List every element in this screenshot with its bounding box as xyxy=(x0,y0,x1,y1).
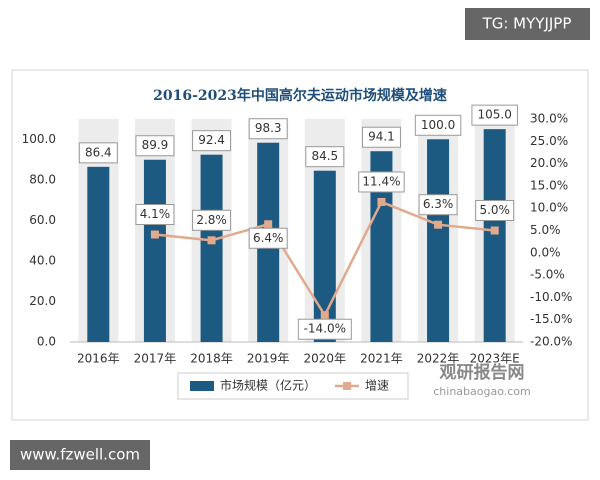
line-value-label: 6.3% xyxy=(423,197,454,211)
bar-value-label-box xyxy=(361,126,401,148)
x-tick-label: 2023年E xyxy=(470,352,520,366)
bar-value-label-box xyxy=(248,118,288,140)
line-value-label-box xyxy=(297,318,352,340)
badge xyxy=(465,8,590,40)
bar xyxy=(370,151,393,342)
line-marker xyxy=(207,236,216,245)
bar-value-label: 105.0 xyxy=(478,108,512,122)
x-tick-label: 2020年 xyxy=(304,352,347,366)
bar-value-label: 89.9 xyxy=(142,138,169,152)
y2-tick-label: 20.0% xyxy=(530,156,568,170)
bar-value-label: 86.4 xyxy=(85,145,112,159)
logo: 观研报告网 xyxy=(439,362,525,383)
y2-tick-label: 30.0% xyxy=(530,112,568,126)
bar-value-label-box xyxy=(135,135,175,157)
legend-swatch xyxy=(190,381,214,391)
y2-tick-label: 25.0% xyxy=(530,134,568,148)
logo-url: chinabaogao.com xyxy=(433,385,531,398)
watermark: www.fzwell.com xyxy=(20,446,140,464)
line-marker xyxy=(434,220,443,229)
bar-value-label: 100.0 xyxy=(421,118,455,132)
bar-value-label-box xyxy=(471,104,518,126)
bar-value-label-box xyxy=(414,114,462,136)
legend-label: 增速 xyxy=(365,379,389,393)
bar xyxy=(427,139,450,342)
line-value-label-box xyxy=(475,200,515,221)
line-value-label-box xyxy=(418,194,458,216)
line-value-label: 6.4% xyxy=(253,231,284,245)
bar xyxy=(483,129,506,342)
x-tick-label: 2019年 xyxy=(247,352,290,366)
x-tick-label: 2017年 xyxy=(134,352,177,366)
y2-tick-label: -15.0% xyxy=(530,312,572,326)
y2-tick-label: 0.0% xyxy=(530,245,561,259)
x-tick-label: 2018年 xyxy=(190,352,233,366)
y-tick-label: 40.0 xyxy=(29,253,56,267)
bar xyxy=(313,170,336,342)
bar xyxy=(87,166,110,342)
line-value-label: 11.4% xyxy=(362,174,400,188)
line-marker xyxy=(320,311,329,320)
bar xyxy=(200,154,223,342)
legend-box xyxy=(177,372,409,400)
line-marker xyxy=(150,230,159,239)
bar-value-label-box xyxy=(192,130,232,152)
y2-tick-label: -10.0% xyxy=(530,290,572,304)
y-tick-label: 80.0 xyxy=(29,172,56,186)
y2-tick-label: 5.0% xyxy=(530,223,561,237)
y2-tick-label: -20.0% xyxy=(530,335,572,349)
y-tick-label: 60.0 xyxy=(29,213,56,227)
y2-tick-label: 10.0% xyxy=(530,201,568,215)
watermark: TG: MYYJJPP xyxy=(482,15,572,33)
y-tick-label: 0.0 xyxy=(37,335,56,349)
bar-value-label: 98.3 xyxy=(255,121,282,135)
line-value-label-box xyxy=(358,171,405,193)
chart-title: 2016-2023年中国高尔夫运动市场规模及增速 xyxy=(153,87,447,104)
line-value-label-box xyxy=(192,209,232,231)
line-marker xyxy=(264,220,273,229)
line-value-label: 4.1% xyxy=(140,207,171,221)
x-tick-label: 2021年 xyxy=(360,352,403,366)
legend-swatch xyxy=(343,382,351,390)
line-marker xyxy=(377,197,386,206)
x-tick-label: 2022年 xyxy=(417,352,460,366)
bar-value-label-box xyxy=(305,146,345,168)
y-tick-label: 20.0 xyxy=(29,294,56,308)
bar-value-label: 84.5 xyxy=(311,149,338,163)
x-tick-label: 2016年 xyxy=(77,352,120,366)
line-value-label: -14.0% xyxy=(304,322,346,336)
y2-tick-label: -5.0% xyxy=(530,268,565,282)
badge xyxy=(10,440,150,470)
bar-value-label-box xyxy=(78,142,118,164)
bar-value-label: 94.1 xyxy=(368,130,395,144)
y2-tick-label: 15.0% xyxy=(530,178,568,192)
y-tick-label: 100.0 xyxy=(22,132,56,146)
line-marker xyxy=(490,226,499,235)
line-value-label-box xyxy=(248,227,288,249)
line-value-label-box xyxy=(135,204,175,226)
line-value-label: 2.8% xyxy=(196,213,227,227)
legend-label: 市场规模（亿元） xyxy=(220,378,316,393)
bar-value-label: 92.4 xyxy=(198,133,225,147)
bar xyxy=(143,159,166,342)
line-value-label: 5.0% xyxy=(479,203,510,217)
